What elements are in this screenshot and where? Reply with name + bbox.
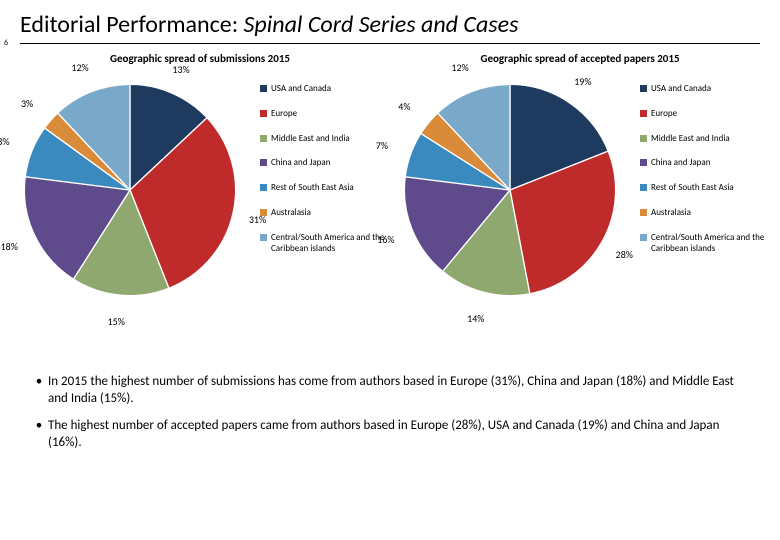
legend-label: Europe: [271, 109, 297, 120]
legend-label: Middle East and India: [271, 134, 350, 145]
bullet-text: The highest number of accepted papers ca…: [48, 418, 750, 452]
accepted-pct-label: 19%: [574, 75, 591, 88]
submissions-legend-item: Rest of South East Asia: [260, 183, 410, 194]
accepted-pct-label: 16%: [377, 233, 394, 246]
page-title: Editorial Performance: Spinal Cord Serie…: [0, 0, 780, 43]
page-number: 6: [4, 38, 8, 48]
accepted-legend-item: USA and Canada: [640, 84, 780, 95]
accepted-legend: USA and Canada Europe Middle East and Indi…: [640, 84, 780, 268]
legend-swatch: [640, 159, 647, 166]
title-plain: Editorial Performance:: [20, 10, 244, 39]
accepted-legend-item: Australasia: [640, 208, 780, 219]
legend-label: USA and Canada: [271, 84, 331, 95]
accepted-pie: [400, 80, 620, 300]
bullet-dot: •: [30, 374, 48, 408]
accepted-legend-item: China and Japan: [640, 158, 780, 169]
legend-swatch: [260, 209, 267, 216]
submissions-pct-label: 3%: [21, 97, 33, 110]
title-italic: Spinal Cord Series and Cases: [244, 10, 519, 39]
legend-label: USA and Canada: [651, 84, 711, 95]
legend-label: Middle East and India: [651, 134, 730, 145]
legend-label: Europe: [651, 109, 677, 120]
bullet-text: In 2015 the highest number of submission…: [48, 374, 750, 408]
accepted-pct-label: 7%: [376, 139, 388, 152]
legend-swatch: [640, 234, 647, 241]
submissions-pct-label: 18%: [1, 240, 18, 253]
legend-swatch: [640, 110, 647, 117]
accepted-chart: Geographic spread of accepted papers 201…: [390, 52, 770, 362]
accepted-legend-item: Central/South America and the Caribbean …: [640, 233, 780, 255]
legend-label: Rest of South East Asia: [271, 183, 354, 194]
submissions-chart: Geographic spread of submissions 2015 13…: [10, 52, 390, 362]
submissions-legend-item: Europe: [260, 109, 410, 120]
submissions-pct-label: 8%: [0, 135, 10, 148]
legend-swatch: [260, 234, 267, 241]
legend-swatch: [260, 159, 267, 166]
submissions-chart-title: Geographic spread of submissions 2015: [10, 52, 390, 65]
legend-swatch: [640, 85, 647, 92]
accepted-pct-label: 28%: [616, 248, 633, 261]
submissions-legend-item: USA and Canada: [260, 84, 410, 95]
legend-label: Australasia: [271, 208, 311, 219]
accepted-chart-title: Geographic spread of accepted papers 201…: [390, 52, 770, 65]
legend-label: China and Japan: [651, 158, 710, 169]
legend-swatch: [640, 209, 647, 216]
submissions-pct-label: 13%: [172, 63, 189, 76]
bullet-item: •The highest number of accepted papers c…: [30, 418, 750, 452]
submissions-legend-item: Australasia: [260, 208, 410, 219]
legend-swatch: [640, 135, 647, 142]
submissions-pie-wrap: [20, 80, 240, 300]
submissions-pct-label: 15%: [108, 315, 125, 328]
bullet-item: •In 2015 the highest number of submissio…: [30, 374, 750, 408]
charts-row: Geographic spread of submissions 2015 13…: [0, 52, 780, 362]
legend-swatch: [260, 85, 267, 92]
accepted-pct-label: 12%: [451, 61, 468, 74]
bullet-dot: •: [30, 418, 48, 452]
summary-bullets: •In 2015 the highest number of submissio…: [0, 362, 780, 452]
accepted-legend-item: Europe: [640, 109, 780, 120]
legend-label: China and Japan: [271, 158, 330, 169]
legend-swatch: [640, 184, 647, 191]
accepted-legend-item: Rest of South East Asia: [640, 183, 780, 194]
legend-label: Rest of South East Asia: [651, 183, 734, 194]
accepted-pie-wrap: [400, 80, 620, 300]
legend-swatch: [260, 135, 267, 142]
legend-swatch: [260, 110, 267, 117]
submissions-legend-item: China and Japan: [260, 158, 410, 169]
accepted-pct-label: 4%: [398, 100, 410, 113]
legend-label: Central/South America and the Caribbean …: [651, 233, 780, 255]
title-underline: [20, 43, 760, 44]
submissions-pie: [20, 80, 240, 300]
accepted-pct-label: 14%: [467, 312, 484, 325]
accepted-legend-item: Middle East and India: [640, 134, 780, 145]
legend-label: Australasia: [651, 208, 691, 219]
legend-swatch: [260, 184, 267, 191]
submissions-pct-label: 12%: [71, 61, 88, 74]
